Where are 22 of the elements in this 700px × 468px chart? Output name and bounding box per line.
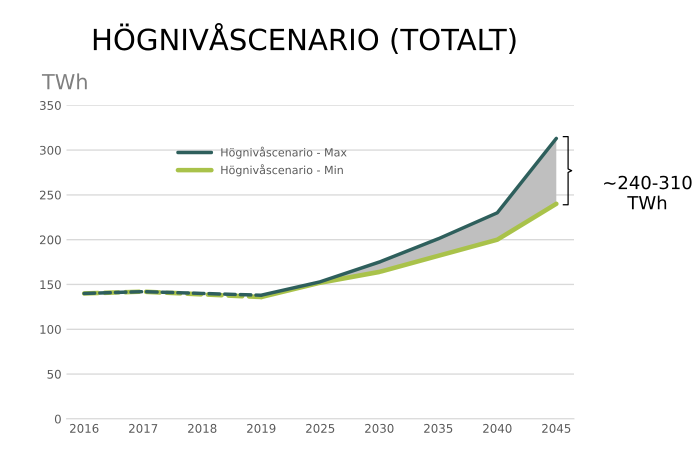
legend-label: Högnivåscenario - Min (221, 164, 343, 176)
x-tick-label: 2035 (424, 424, 452, 433)
y-tick-label: 150 (40, 280, 61, 290)
x-tick-label: 2045 (542, 424, 570, 433)
legend-label: Högnivåscenario - Max (221, 146, 347, 159)
x-tick-label: 2017 (129, 424, 158, 433)
x-tick-label: 2016 (70, 424, 98, 433)
y-tick-label: 200 (40, 235, 61, 244)
y-tick-label: 300 (40, 146, 61, 155)
y-tick-label: 350 (40, 101, 61, 110)
y-tick-label: 0 (54, 414, 61, 424)
x-tick-label: 2025 (306, 424, 334, 433)
x-tick-label: 2018 (188, 424, 216, 433)
x-tick-label: 2030 (365, 424, 394, 433)
x-tick-label: 2019 (247, 424, 276, 433)
x-tick-label: 2040 (483, 424, 512, 433)
y-tick-label: 100 (40, 324, 61, 334)
y-tick-label: 50 (48, 370, 61, 379)
y-tick-label: 250 (40, 190, 61, 200)
y-axis-title: TWh (42, 73, 87, 90)
chart-title: HÖGNIVÅSCENARIO (TOTALT) (94, 23, 516, 54)
text: ~240-310 TWh (604, 176, 692, 210)
